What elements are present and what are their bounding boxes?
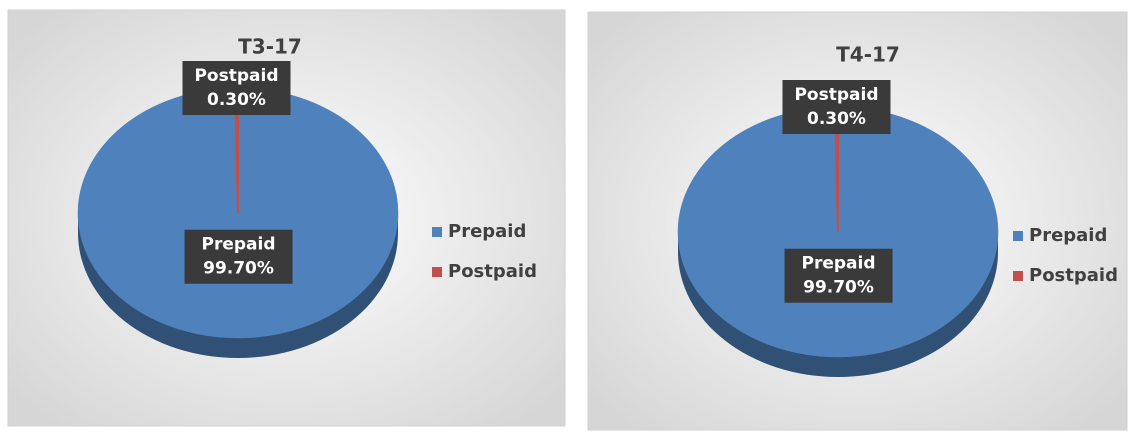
data-label-box [784, 248, 893, 303]
data-label-box [782, 80, 891, 135]
legend-swatch [1013, 271, 1023, 281]
legend-swatch [1013, 231, 1023, 241]
legend-label: Prepaid [1029, 225, 1107, 246]
data-label-name: Postpaid [194, 66, 278, 86]
data-label-value: 99.70% [803, 278, 874, 298]
data-label-name: Prepaid [202, 235, 276, 255]
legend-label: Postpaid [1029, 265, 1118, 286]
legend-label: Postpaid [448, 261, 537, 282]
data-label-box [182, 61, 291, 116]
legend-label: Prepaid [448, 221, 526, 242]
data-label-value: 99.70% [203, 259, 274, 279]
data-label-name: Postpaid [794, 85, 878, 105]
legend-swatch [432, 227, 442, 237]
data-label-box [184, 229, 293, 284]
legend-swatch [432, 267, 442, 277]
chart-title: T3-17 [238, 35, 302, 59]
data-label-value: 0.30% [207, 90, 266, 110]
data-label-name: Prepaid [802, 254, 876, 274]
data-label-value: 0.30% [807, 109, 866, 129]
chart-title: T4-17 [836, 43, 900, 67]
